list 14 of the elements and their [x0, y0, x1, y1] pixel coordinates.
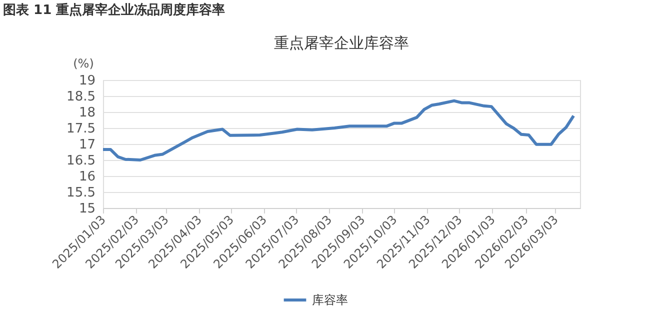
y-tick-label: 17	[78, 138, 96, 152]
y-tick-label: 18	[78, 106, 96, 120]
legend-label: 库容率	[312, 293, 348, 307]
y-tick-label: 16.5	[66, 154, 96, 168]
text: 图表 11 重点屠宰企业冻品周度库容率	[3, 2, 226, 18]
y-tick-label: 15	[78, 202, 96, 216]
y-tick-label: 17.5	[66, 122, 96, 136]
line-series	[102, 99, 576, 162]
chart-title: 重点屠宰企业库容率	[274, 34, 409, 52]
y-tick-label: 16	[78, 170, 96, 184]
y-tick-label: 19	[78, 74, 96, 88]
y-tick-label: 18.5	[66, 90, 96, 104]
y-tick-label: 15.5	[66, 186, 96, 200]
y-axis-title: (%)	[73, 56, 94, 70]
